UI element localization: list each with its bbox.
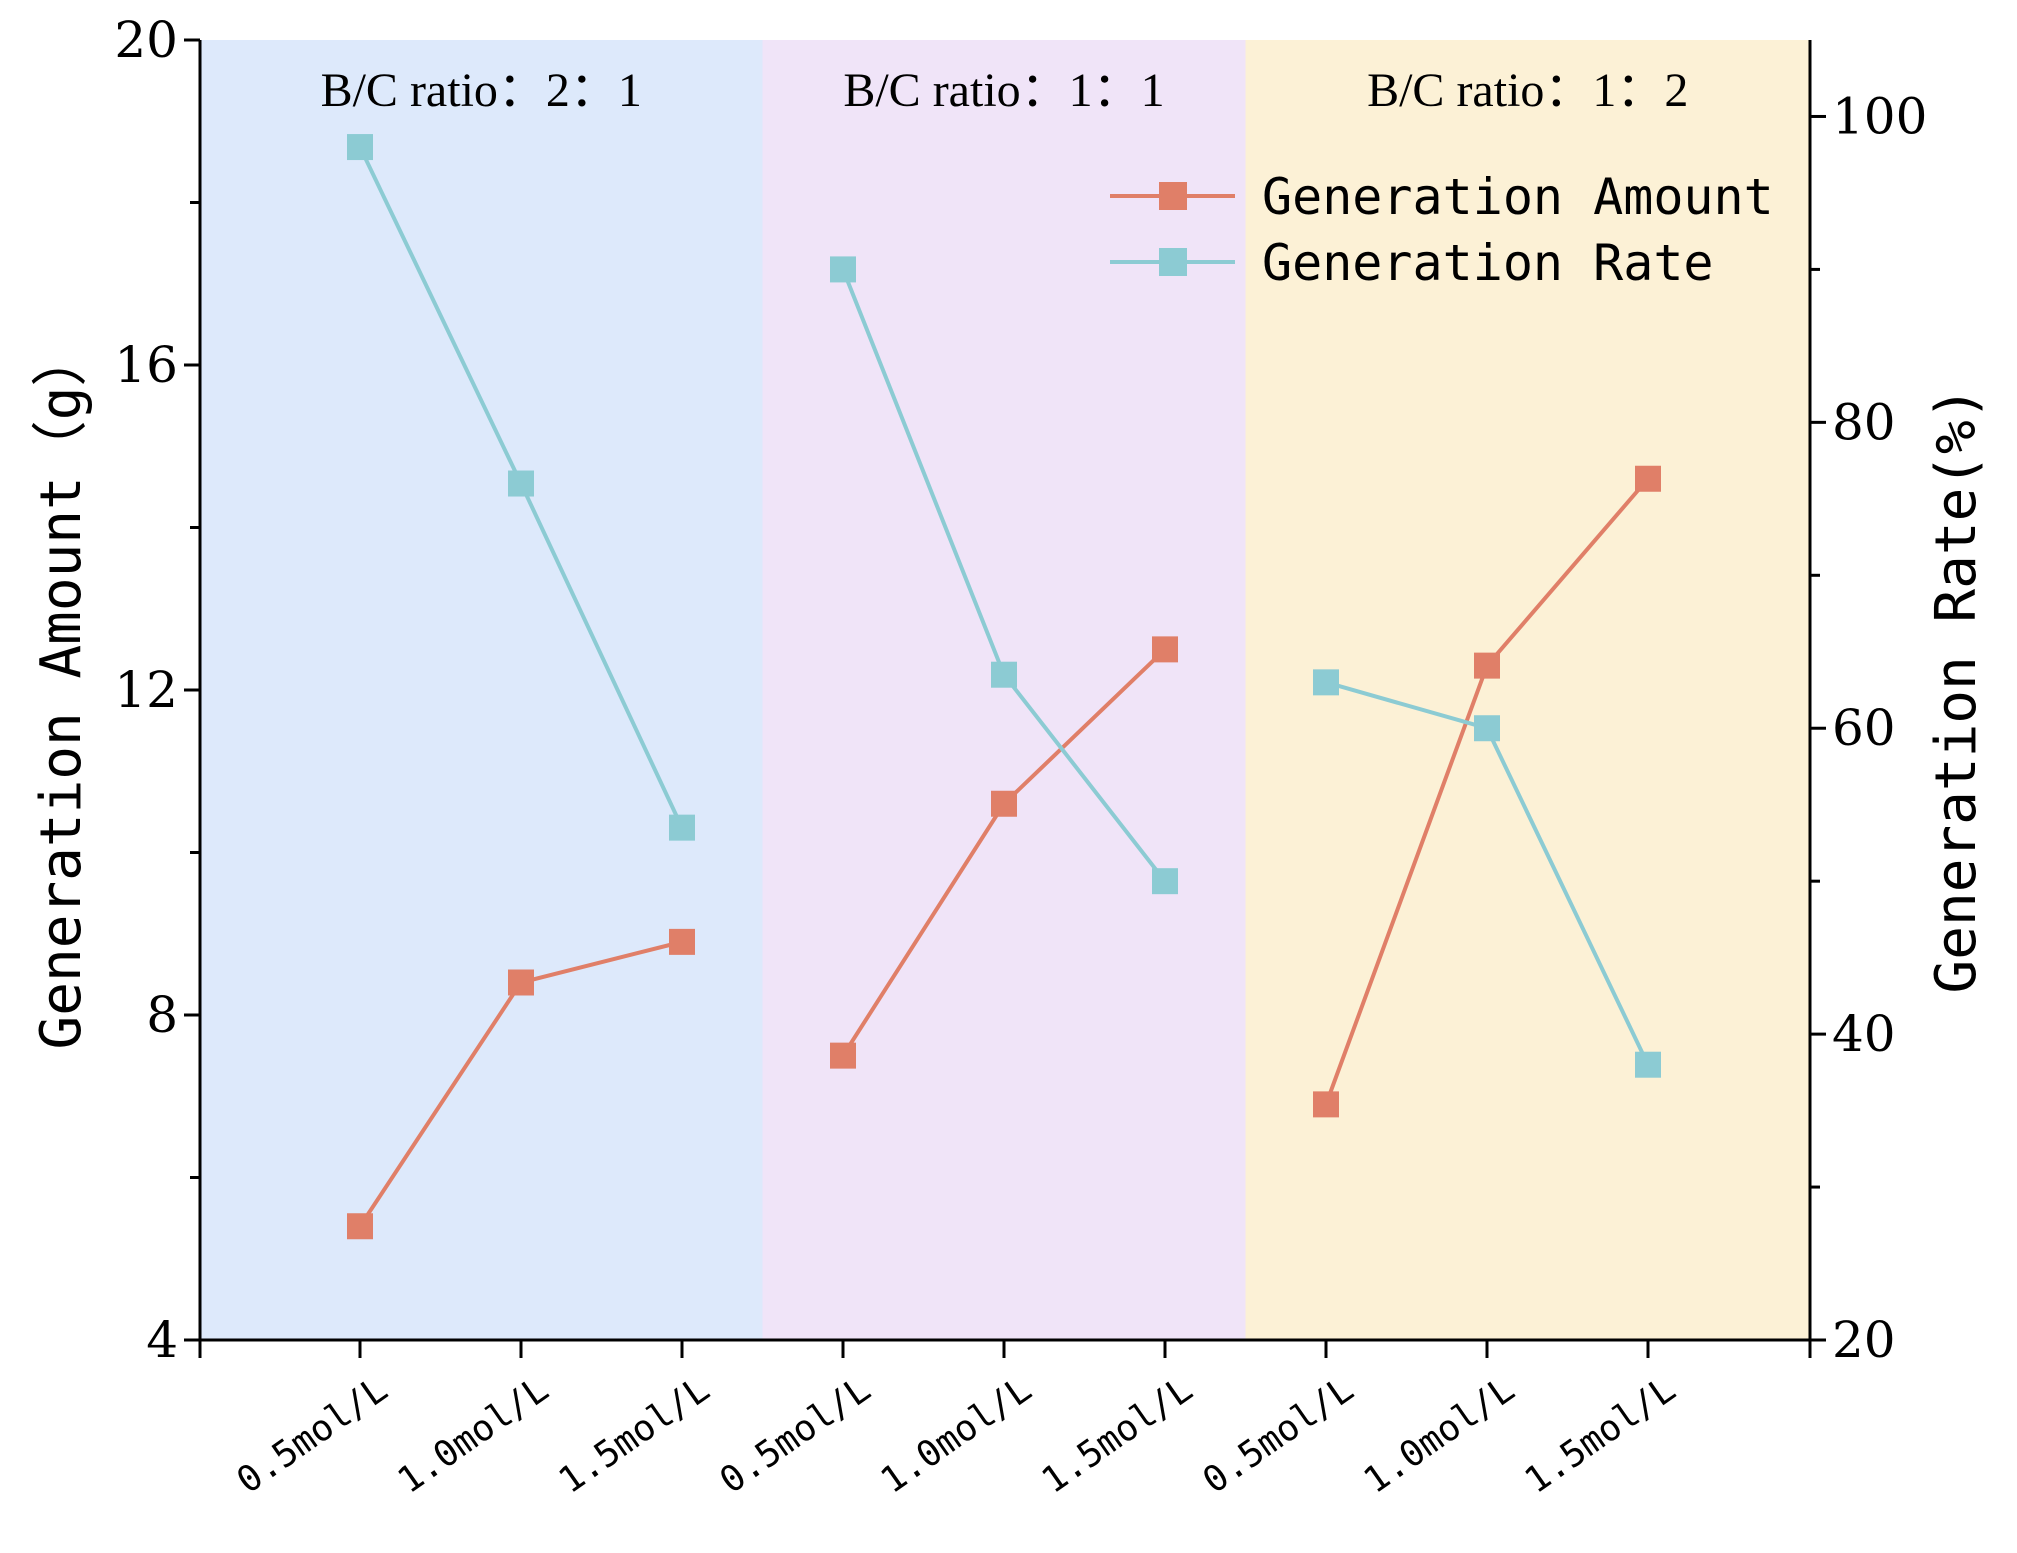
region-label-3: B/C ratio：1：2 [1367,64,1688,117]
generation-amount-marker [669,928,695,955]
right-tick-label: 60 [1832,699,1896,757]
x-tick-label: 1.5mol/L [1035,1369,1201,1502]
right-tick-label: 40 [1832,1005,1896,1063]
generation-amount-marker [1313,1091,1339,1118]
generation-amount-marker [830,1042,856,1069]
x-axis-ticks: 0.5mol/L1.0mol/L1.5mol/L0.5mol/L1.0mol/L… [198,1340,1812,1502]
right-tick-label: 80 [1832,393,1896,451]
x-tick-label: 1.5mol/L [1518,1369,1684,1502]
legend-label-generation-amount: Generation Amount [1262,168,1774,226]
generation-amount-marker [991,790,1017,817]
region-background-3 [1245,40,1810,1340]
x-tick-label: 1.0mol/L [874,1369,1040,1502]
left-tick-label: 20 [114,11,178,69]
generation-amount-marker [347,1213,373,1240]
left-axis-title: Generation Amount（g） [29,331,94,1050]
right-axis-title: Generation Rate(%) [1924,387,1989,994]
x-tick-label: 1.0mol/L [391,1369,557,1502]
left-axis-ticks: 4 8 12 16 20 [114,11,200,1369]
x-tick-label: 0.5mol/L [713,1369,879,1502]
generation-rate-marker [830,256,856,283]
right-tick-label: 20 [1832,1311,1896,1369]
region-label-1: B/C ratio：2：1 [321,64,642,117]
left-tick-label: 16 [114,336,178,394]
left-tick-label: 8 [146,986,178,1044]
generation-rate-marker [1635,1051,1661,1078]
series-lines [347,134,1661,1240]
generation-amount-marker [1152,636,1178,663]
generation-rate-marker [1152,868,1178,895]
legend-label-generation-rate: Generation Rate [1262,234,1714,292]
legend-marker-generation-amount [1159,182,1187,210]
left-tick-label: 4 [146,1311,178,1369]
x-tick-label: 1.5mol/L [552,1369,718,1502]
generation-amount-marker [508,969,534,996]
generation-rate-marker [1474,715,1500,742]
region-label-2: B/C ratio：1：1 [843,64,1164,117]
x-tick-label: 0.5mol/L [1196,1369,1362,1502]
legend-marker-generation-rate [1159,248,1187,276]
region-background-2 [762,40,1246,1340]
generation-rate-marker [1313,669,1339,696]
generation-rate-marker [669,814,695,841]
generation-amount-marker [1635,465,1661,492]
right-tick-label: 100 [1832,87,1927,145]
generation-rate-marker [508,470,534,497]
generation-amount-marker [1474,652,1500,679]
generation-rate-marker [991,661,1017,688]
legend: Generation Amount Generation Rate [1110,168,1774,292]
left-tick-label: 12 [114,661,178,719]
region-labels: B/C ratio：2：1 B/C ratio：1：1 B/C ratio：1：2 [321,64,1689,117]
generation-rate-marker [347,134,373,161]
region-background-1 [200,40,763,1340]
right-axis-ticks: 20 40 60 80 100 [1810,87,1927,1369]
x-tick-label: 1.0mol/L [1357,1369,1523,1502]
x-tick-label: 0.5mol/L [230,1369,396,1502]
